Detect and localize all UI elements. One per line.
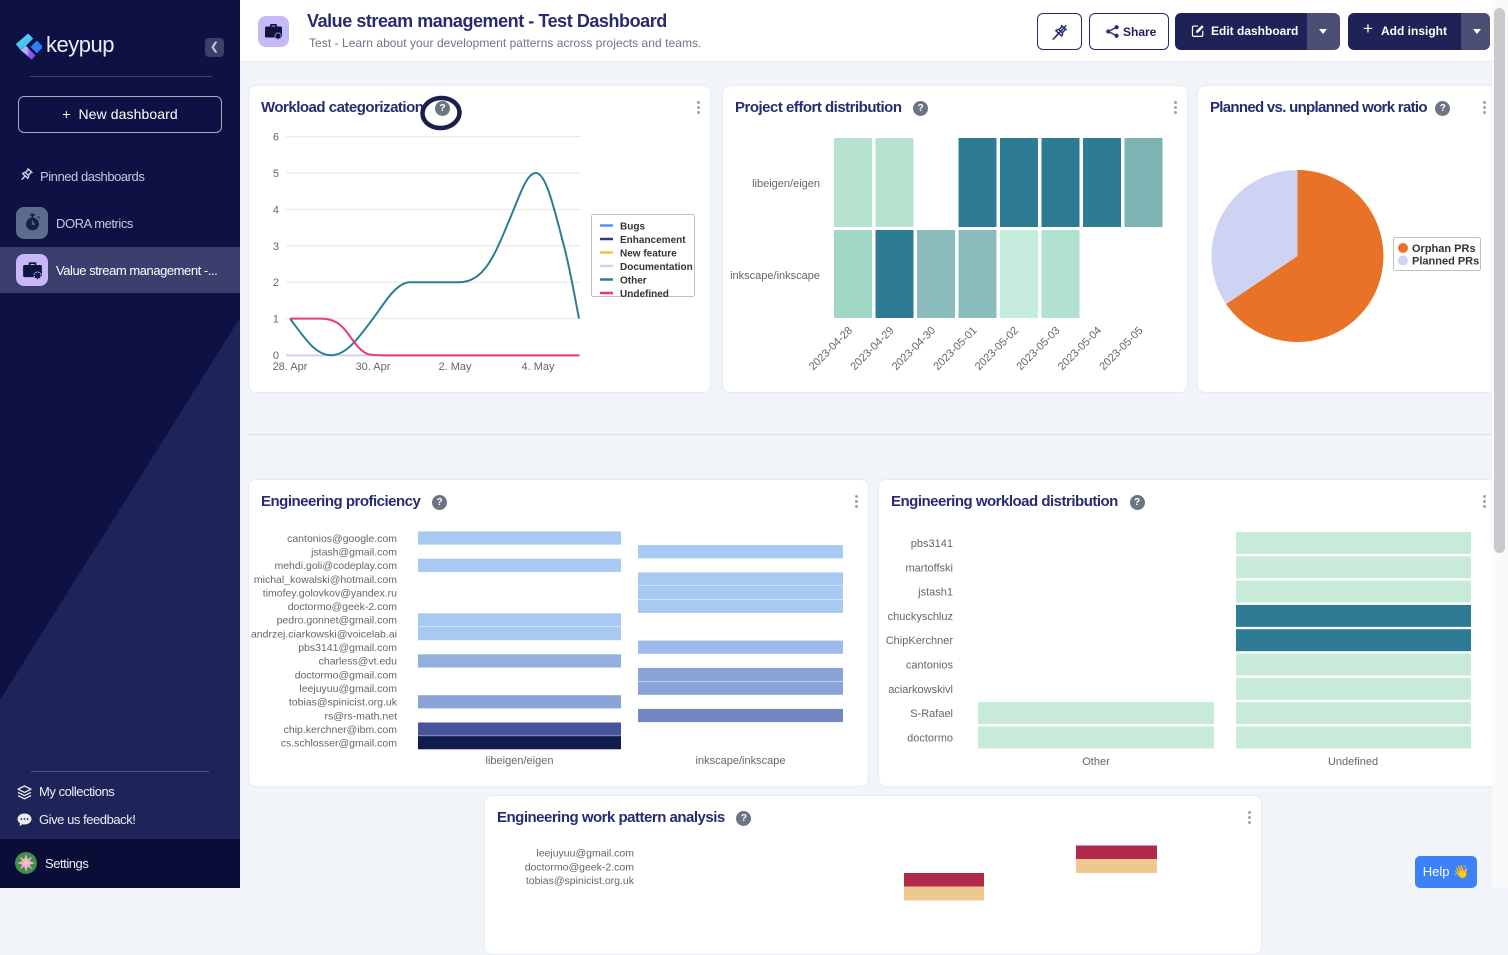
- svg-text:ChipKerchner: ChipKerchner: [886, 635, 954, 647]
- svg-text:pbs3141@gmail.com: pbs3141@gmail.com: [298, 642, 397, 654]
- svg-text:2023-04-29: 2023-04-29: [848, 325, 896, 373]
- svg-text:0: 0: [273, 350, 279, 362]
- svg-text:doctormo@gmail.com: doctormo@gmail.com: [295, 669, 398, 681]
- svg-text:cantonios: cantonios: [906, 660, 954, 672]
- svg-text:leejuyuu@gmail.com: leejuyuu@gmail.com: [299, 683, 397, 695]
- svg-text:timofey.golovkov@yandex.ru: timofey.golovkov@yandex.ru: [263, 587, 397, 599]
- svg-text:michal_kowalski@hotmail.com: michal_kowalski@hotmail.com: [254, 574, 397, 586]
- svg-text:2023-05-02: 2023-05-02: [973, 325, 1021, 373]
- svg-text:libeigen/eigen: libeigen/eigen: [486, 755, 554, 767]
- svg-text:4: 4: [273, 204, 279, 216]
- svg-text:28. Apr: 28. Apr: [273, 361, 308, 373]
- svg-text:cantonios@google.com: cantonios@google.com: [287, 533, 397, 545]
- svg-text:pbs3141: pbs3141: [911, 538, 953, 550]
- svg-text:andrzej.ciarkowski@voicelab.ai: andrzej.ciarkowski@voicelab.ai: [251, 628, 397, 640]
- svg-text:martoffski: martoffski: [906, 562, 953, 574]
- svg-text:chip.kerchner@ibm.com: chip.kerchner@ibm.com: [284, 724, 398, 736]
- svg-text:doctormo@geek-2.com: doctormo@geek-2.com: [525, 862, 635, 874]
- svg-text:rs@rs-math.net: rs@rs-math.net: [324, 710, 397, 722]
- svg-text:cs.schlosser@gmail.com: cs.schlosser@gmail.com: [281, 738, 398, 750]
- svg-text:doctormo: doctormo: [907, 732, 953, 744]
- svg-text:inkscape/inkscape: inkscape/inkscape: [696, 755, 786, 767]
- svg-text:Other: Other: [1082, 756, 1110, 768]
- svg-text:Enhancement: Enhancement: [620, 235, 686, 246]
- svg-text:6: 6: [273, 132, 279, 144]
- svg-text:jstash@gmail.com: jstash@gmail.com: [310, 547, 397, 559]
- svg-text:2. May: 2. May: [438, 361, 472, 373]
- svg-text:libeigen/eigen: libeigen/eigen: [752, 178, 820, 190]
- svg-text:Planned PRs: Planned PRs: [1412, 256, 1479, 268]
- svg-text:2: 2: [273, 277, 279, 289]
- svg-text:leejuyuu@gmail.com: leejuyuu@gmail.com: [536, 848, 634, 860]
- svg-text:pedro.gonnet@gmail.com: pedro.gonnet@gmail.com: [277, 615, 398, 627]
- svg-text:2023-05-05: 2023-05-05: [1097, 325, 1145, 373]
- svg-text:Other: Other: [620, 276, 647, 287]
- svg-text:Undefined: Undefined: [1328, 756, 1378, 768]
- svg-text:mehdi.goli@codeplay.com: mehdi.goli@codeplay.com: [274, 560, 397, 572]
- svg-text:1: 1: [273, 314, 279, 326]
- svg-text:tobias@spinicist.org.uk: tobias@spinicist.org.uk: [289, 697, 398, 709]
- svg-text:4. May: 4. May: [521, 361, 555, 373]
- svg-text:3: 3: [273, 241, 279, 253]
- svg-text:Undefined: Undefined: [620, 289, 669, 300]
- svg-text:chuckyschluz: chuckyschluz: [888, 611, 953, 623]
- svg-text:doctormo@geek-2.com: doctormo@geek-2.com: [288, 601, 398, 613]
- svg-text:inkscape/inkscape: inkscape/inkscape: [730, 270, 820, 282]
- svg-text:2023-05-01: 2023-05-01: [931, 325, 979, 373]
- svg-text:S-Rafael: S-Rafael: [910, 708, 953, 720]
- svg-text:2023-04-28: 2023-04-28: [807, 325, 855, 373]
- svg-text:Orphan PRs: Orphan PRs: [1412, 243, 1476, 255]
- svg-text:2023-05-03: 2023-05-03: [1014, 325, 1062, 373]
- svg-text:tobias@spinicist.org.uk: tobias@spinicist.org.uk: [526, 875, 635, 887]
- svg-text:Documentation: Documentation: [620, 262, 693, 273]
- svg-text:charless@vt.edu: charless@vt.edu: [319, 656, 398, 668]
- svg-text:2023-04-30: 2023-04-30: [890, 325, 938, 373]
- svg-text:aciarkowskivl: aciarkowskivl: [888, 684, 953, 696]
- svg-text:5: 5: [273, 168, 279, 180]
- svg-text:jstash1: jstash1: [917, 587, 953, 599]
- svg-text:Bugs: Bugs: [620, 222, 645, 233]
- svg-text:2023-05-04: 2023-05-04: [1056, 325, 1104, 373]
- svg-text:30. Apr: 30. Apr: [356, 361, 391, 373]
- svg-text:New feature: New feature: [620, 249, 677, 260]
